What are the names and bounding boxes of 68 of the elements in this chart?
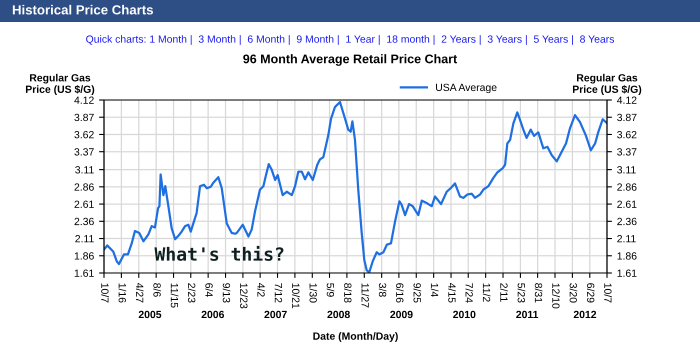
chart-title: 96 Month Average Retail Price Chart [243,54,458,66]
x-tick-label: 11/15 [170,284,178,308]
x-axis-title: Date (Month/Day) [313,332,398,342]
x-tick-label: 2/23 [188,283,196,303]
y-tick-label: 1.61 [74,270,94,277]
x-tick-label: 2/11 [500,283,508,302]
x-tick-label: 1/4 [430,284,439,297]
x2-tick-label: 2007 [264,310,287,318]
x-tick-label: 4/2 [257,282,265,297]
x-tick-label: 8/31 [534,283,542,302]
y-tick-label: 3.87 [74,114,94,122]
annotation: What's this? [154,246,284,261]
x-tick-label: 1/30 [309,284,318,303]
x2-tick-label: 2010 [453,310,476,318]
x2-tick-label: 2009 [390,310,413,318]
y2-tick-label: 2.11 [617,235,636,242]
y2-tick-label: 4.12 [616,96,636,104]
y-axis-title: Regular Gas Price (US $/G) [26,74,94,95]
y-tick-label: 2.61 [74,200,94,208]
x-tick-label: 6/4 [205,283,213,297]
y2-tick-label: 2.86 [617,183,637,191]
y-tick-label: 2.86 [74,183,94,191]
x-tick-label: 7/24 [465,283,474,303]
text: Quick charts: 1 Month | 3 Month | 6 Month | 9 Month | 1 Year | 18 month | 2 Years | 3 Years | 5 Years | 8 Years [86,35,614,45]
y-tick-label: 3.11 [75,166,94,174]
y-tick-label: 3.37 [74,148,94,156]
y2-tick-label: 3.37 [617,148,636,156]
y2-tick-label: 1.61 [618,270,636,277]
y-tick-label: 2.36 [74,218,94,226]
x2-tick-label: 2011 [516,310,538,318]
x-tick-label: 3/8 [378,283,387,297]
x-tick-label: 4/15 [448,282,456,303]
x-tick-label: 10/21 [292,284,300,308]
x-tick-label: 1/16 [118,284,126,303]
x-tick-label: 5/23 [518,283,526,303]
x2-tick-label: 2006 [202,310,224,318]
legend-label: USA Average [436,84,497,94]
y2-tick-label: 3.11 [617,166,636,174]
y2-tick-label: 2.36 [617,218,637,226]
y-tick-label: 4.12 [74,96,94,104]
x-tick-label: 10/7 [604,284,612,302]
x-tick-label: 9/25 [413,283,422,303]
x-tick-label: 11/27 [361,284,370,308]
y2-axis-title: Regular Gas Price (US $/G) [572,74,642,95]
x-tick-label: 5/9 [326,283,334,297]
x-tick-label: 10/7 [101,284,109,302]
x2-tick-label: 2005 [138,310,162,318]
x-tick-label: 6/29 [586,283,595,302]
x-tick-label: 11/2 [482,284,490,302]
x-tick-label: 12/10 [552,284,560,308]
x-tick-label: 12/23 [240,284,248,308]
x-tick-label: 8/6 [153,283,162,297]
y-tick-label: 2.11 [75,235,94,242]
x-tick-label: 3/20 [570,283,578,303]
x-tick-label: 6/16 [396,283,404,303]
x-tick-label: 9/13 [222,283,230,303]
x-tick-label: 4/27 [136,282,144,302]
x2-tick-label: 2012 [574,310,596,318]
y2-tick-label: 1.86 [618,252,637,260]
y2-tick-label: 2.61 [617,200,636,208]
y-tick-label: 1.86 [74,252,94,260]
y2-tick-label: 3.87 [617,114,636,122]
y2-tick-label: 3.62 [617,130,636,138]
x2-tick-label: 2008 [327,310,350,318]
text: Historical Price Charts [12,4,153,15]
x-tick-label: 8/18 [344,283,352,303]
x-tick-label: 7/12 [274,283,282,302]
y-tick-label: 3.62 [74,130,94,138]
